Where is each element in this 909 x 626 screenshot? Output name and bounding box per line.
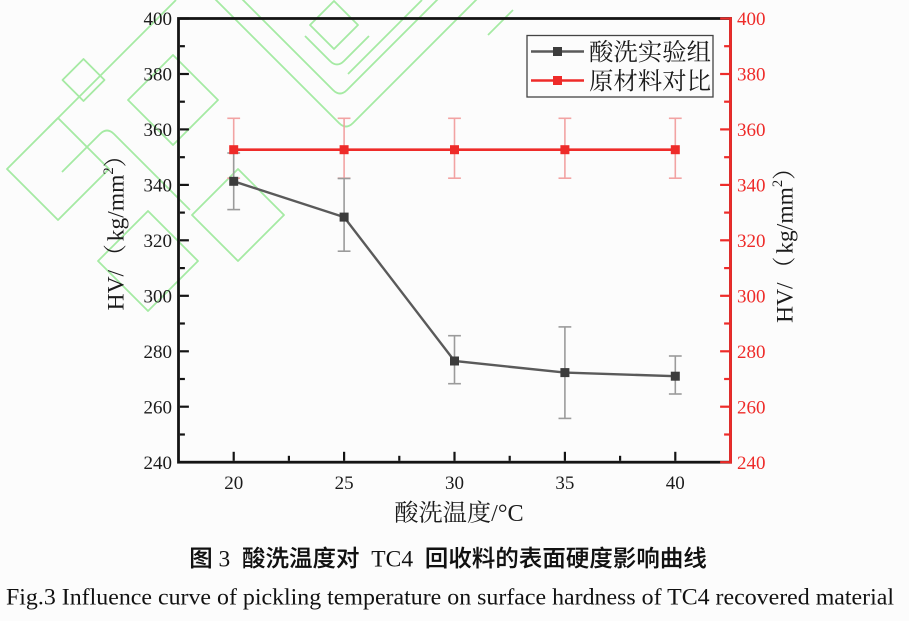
svg-text:380: 380 (144, 65, 173, 86)
svg-text:240: 240 (737, 453, 766, 474)
svg-text:320: 320 (144, 231, 173, 252)
svg-text:20: 20 (224, 473, 243, 494)
svg-text:400: 400 (737, 9, 766, 30)
svg-text:30: 30 (445, 473, 464, 494)
svg-text:400: 400 (144, 9, 173, 30)
svg-text:340: 340 (737, 176, 766, 197)
svg-text:3: 3 (219, 547, 231, 573)
svg-text:340: 340 (144, 176, 173, 197)
svg-text:2: 2 (101, 167, 117, 174)
svg-text:300: 300 (144, 286, 173, 307)
svg-text:25: 25 (335, 473, 354, 494)
svg-text:280: 280 (737, 342, 766, 363)
svg-text:kg/mm: kg/mm (773, 187, 799, 254)
svg-text:260: 260 (737, 397, 766, 418)
svg-text:260: 260 (144, 397, 173, 418)
svg-text:Fig.3 Influence curve of pickl: Fig.3 Influence curve of pickling temper… (6, 585, 894, 611)
svg-text:40: 40 (666, 473, 685, 494)
svg-text:TC4: TC4 (371, 547, 413, 573)
svg-text:360: 360 (737, 120, 766, 141)
svg-text:320: 320 (737, 231, 766, 252)
svg-text:240: 240 (144, 453, 173, 474)
svg-text:HV/: HV/ (104, 269, 130, 310)
svg-text:HV/: HV/ (773, 282, 799, 323)
svg-text:kg/mm: kg/mm (104, 175, 130, 242)
svg-text:300: 300 (737, 286, 766, 307)
svg-text:/°C: /°C (491, 500, 524, 527)
svg-text:35: 35 (555, 473, 574, 494)
svg-text:280: 280 (144, 342, 173, 363)
svg-text:380: 380 (737, 65, 766, 86)
svg-text:360: 360 (144, 120, 173, 141)
svg-text:2: 2 (770, 180, 786, 187)
